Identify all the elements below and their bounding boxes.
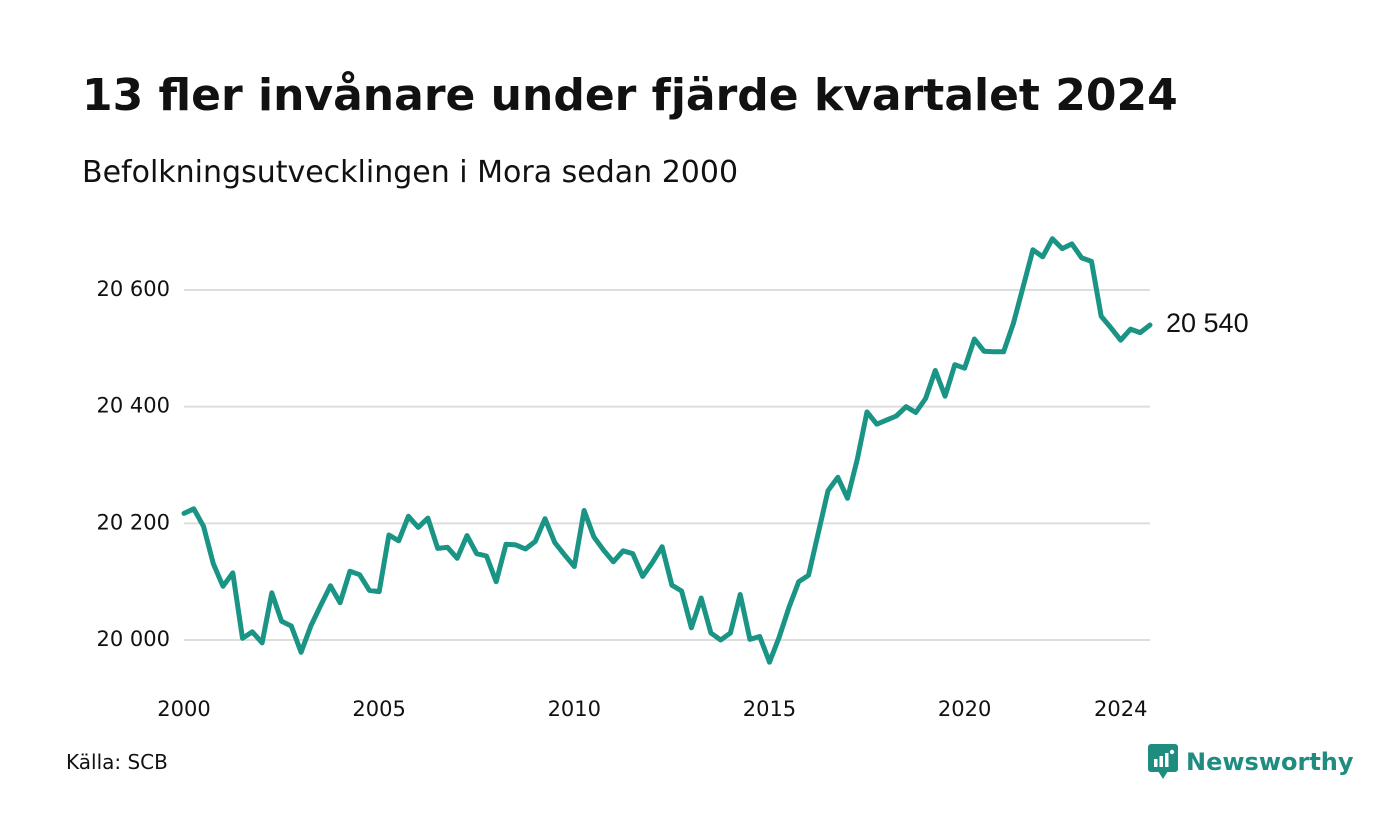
- x-tick-label: 2000: [157, 697, 210, 721]
- y-tick-label: 20 400: [97, 394, 170, 418]
- x-tick-label: 2015: [743, 697, 796, 721]
- y-tick-label: 20 200: [97, 510, 170, 534]
- y-tick-label: 20 600: [97, 277, 170, 301]
- x-tick-label: 2024: [1094, 697, 1147, 721]
- y-tick-label: 20 000: [97, 627, 170, 651]
- series-line: [181, 236, 1153, 665]
- newsworthy-logo-icon: [1148, 744, 1178, 779]
- brand-name: Newsworthy: [1186, 748, 1354, 776]
- chart-subtitle: Befolkningsutvecklingen i Mora sedan 200…: [82, 155, 739, 190]
- x-tick-label: 2010: [548, 697, 601, 721]
- chart-title: 13 fler invånare under fjärde kvartalet …: [82, 70, 1178, 121]
- grid-lines: [184, 289, 1150, 641]
- y-axis-tick-labels: 20 000 20 200 20 400 20 600: [97, 277, 170, 651]
- series-layer: [181, 236, 1153, 665]
- x-axis-tick-labels: 2000 2005 2010 2015 2020 2024: [157, 697, 1147, 721]
- end-value-label: 20 540: [1166, 308, 1249, 338]
- source-note: Källa: SCB: [66, 750, 168, 774]
- x-tick-label: 2005: [352, 697, 405, 721]
- x-tick-label: 2020: [938, 697, 991, 721]
- brand-logo: Newsworthy: [1148, 744, 1354, 780]
